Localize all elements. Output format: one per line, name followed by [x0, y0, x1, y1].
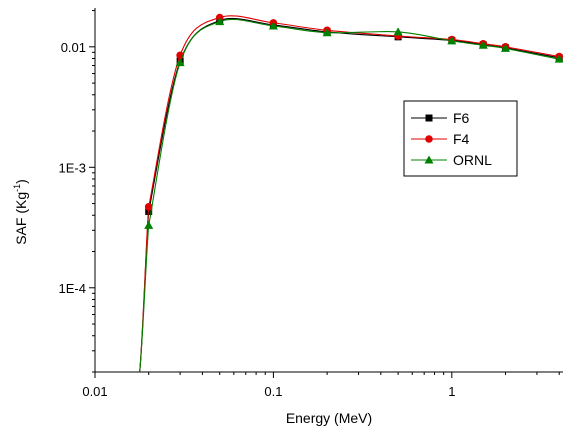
- y-axis-label-text: SAF (Kg: [13, 192, 29, 245]
- series-ornl-point: [268, 21, 278, 30]
- x-axis-label: Energy (MeV): [286, 410, 372, 426]
- plot-frame: [94, 8, 563, 373]
- x-tick-label: 1: [448, 384, 455, 399]
- series-ornl: [139, 17, 563, 373]
- axis-ticks: 0.01 0.1 1 1E-4 1E-3 0.01: [59, 10, 560, 399]
- series-ornl-tail: [139, 225, 150, 373]
- series-f6: [139, 17, 563, 373]
- series-ornl-point: [501, 43, 511, 52]
- legend-label-ornl: ORNL: [453, 152, 492, 168]
- x-tick-label: 0.1: [264, 384, 282, 399]
- series-group: [139, 13, 563, 373]
- y-tick-label: 0.01: [61, 40, 86, 55]
- legend-marker-f4: [425, 135, 433, 143]
- series-ornl-point: [215, 17, 225, 26]
- x-tick-label: 0.01: [82, 384, 107, 399]
- series-ornl-point: [144, 220, 154, 229]
- series-ornl-point: [447, 36, 457, 45]
- y-axis-label-close: ): [13, 179, 29, 184]
- legend: F6 F4 ORNL: [403, 100, 518, 177]
- legend-label-f4: F4: [453, 131, 470, 147]
- series-ornl-point: [554, 54, 563, 63]
- y-tick-label: 1E-4: [59, 281, 86, 296]
- legend-marker-f6: [425, 114, 433, 122]
- legend-marker-ornl: [424, 155, 434, 164]
- legend-label-f6: F6: [453, 110, 470, 126]
- y-tick-label: 1E-3: [59, 160, 86, 175]
- y-axis-label: SAF (Kg-1): [12, 179, 29, 245]
- series-ornl-point: [478, 40, 488, 49]
- series-ornl-point: [322, 28, 332, 37]
- y-axis-label-unit-exponent: -1: [12, 184, 22, 192]
- series-f4: [139, 13, 563, 373]
- series-ornl-point: [175, 58, 185, 67]
- series-ornl-point: [393, 27, 403, 36]
- series-f4-point: [144, 203, 153, 211]
